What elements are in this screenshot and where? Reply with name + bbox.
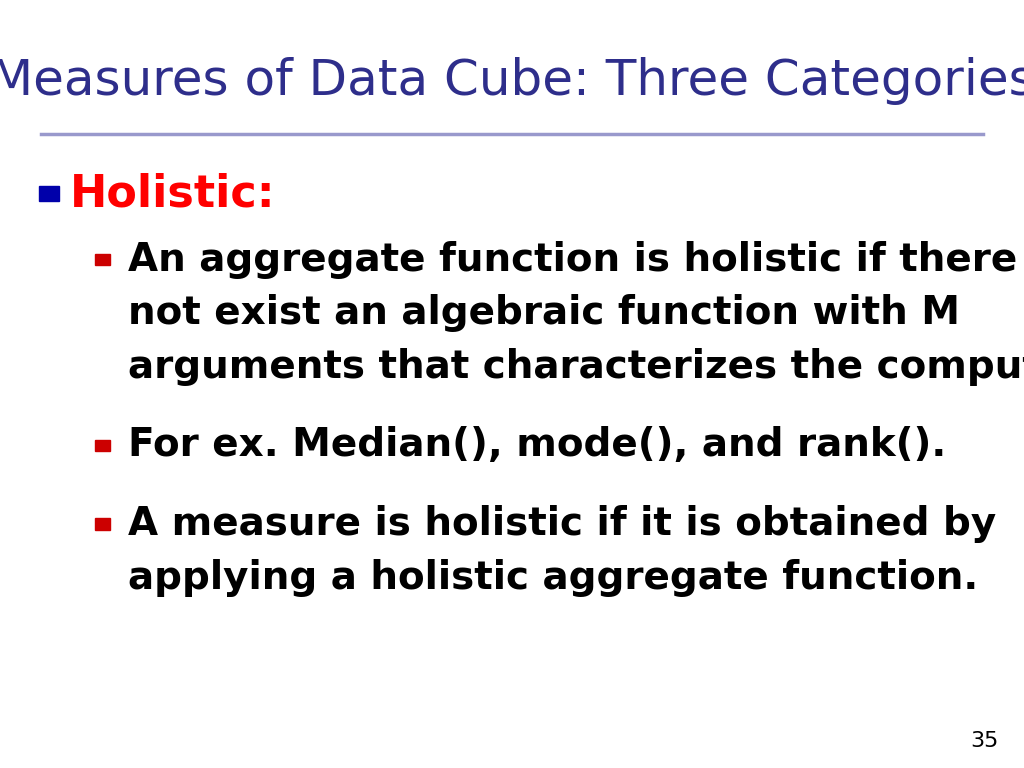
- Text: Holistic:: Holistic:: [70, 172, 275, 215]
- Text: not exist an algebraic function with M: not exist an algebraic function with M: [128, 294, 961, 333]
- Bar: [94, 439, 111, 452]
- Text: A measure is holistic if it is obtained by: A measure is holistic if it is obtained …: [128, 505, 996, 543]
- Text: An aggregate function is holistic if there does: An aggregate function is holistic if the…: [128, 240, 1024, 279]
- Text: Measures of Data Cube: Three Categories: Measures of Data Cube: Three Categories: [0, 57, 1024, 104]
- Text: 35: 35: [970, 731, 998, 751]
- Bar: [94, 253, 111, 265]
- Text: For ex. Median(), mode(), and rank().: For ex. Median(), mode(), and rank().: [128, 426, 946, 465]
- Text: applying a holistic aggregate function.: applying a holistic aggregate function.: [128, 558, 978, 597]
- Bar: [94, 518, 111, 530]
- Text: arguments that characterizes the computation.: arguments that characterizes the computa…: [128, 348, 1024, 386]
- Bar: [39, 186, 59, 201]
